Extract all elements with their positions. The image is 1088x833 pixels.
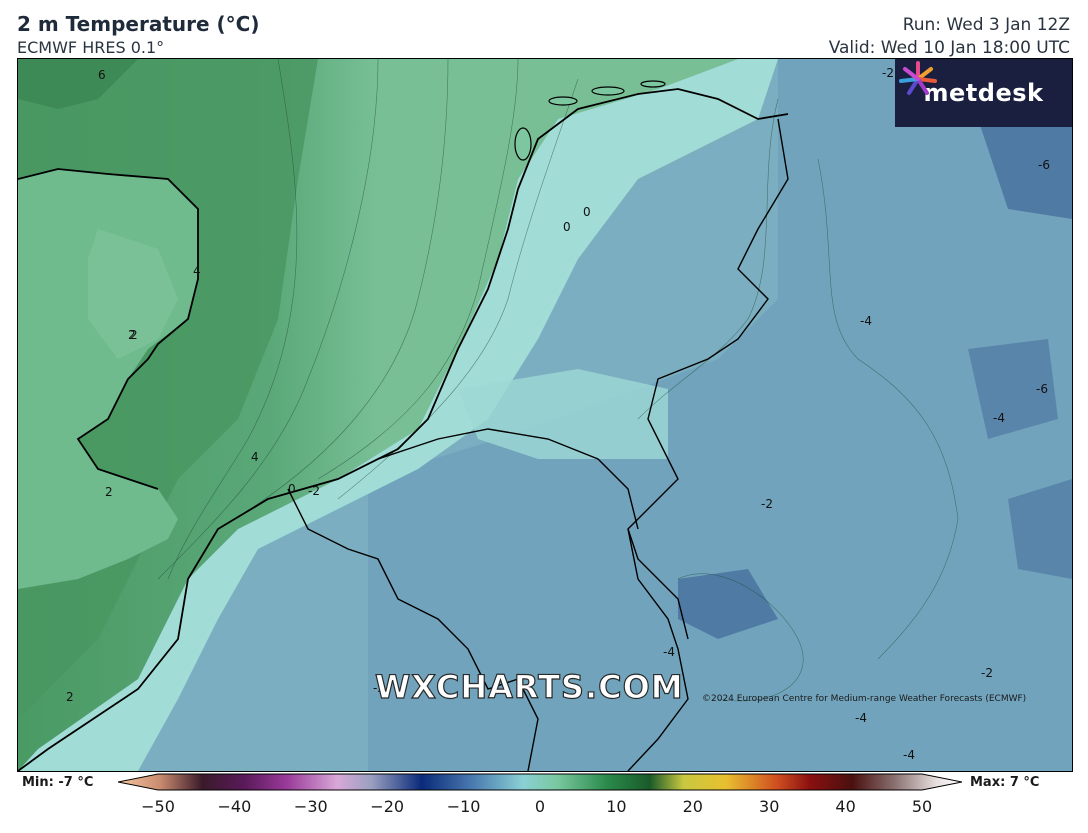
contour-label: -2 <box>308 484 320 498</box>
contour-label: 4 <box>251 450 259 464</box>
contour-label: 0 <box>563 220 571 234</box>
colorbar-tick-label: 50 <box>911 797 933 816</box>
contour-label: -6 <box>1038 158 1050 172</box>
contour-label: 4 <box>193 264 201 278</box>
map-canvas: 6 4 2 2 4 2 0 -2 0 0 -4 -6 -6 -4 -2 -2 -… <box>18 59 1072 771</box>
cold-patch <box>968 339 1058 439</box>
country-borders <box>287 118 789 771</box>
england-inland <box>88 229 178 359</box>
valid-time-label: Valid: Wed 10 Jan 18:00 UTC <box>828 38 1070 58</box>
model-label: ECMWF HRES 0.1° <box>17 38 165 57</box>
coastal-band <box>18 59 778 771</box>
colorbar-tick-label: −20 <box>370 797 405 816</box>
frisian-islands <box>514 80 666 161</box>
warmest-sea <box>18 59 138 109</box>
ecmwf-copyright: ©2024 European Centre for Medium-range W… <box>702 694 1027 704</box>
contour-label: 2 <box>128 328 136 342</box>
colorbar-tick-label: 30 <box>759 797 780 816</box>
cold-patch <box>978 99 1072 219</box>
contour-label: -4 <box>855 711 867 725</box>
cold-zone <box>368 59 1072 771</box>
colorbar-tick-label: −30 <box>293 797 328 816</box>
contour-label: -4 <box>663 645 675 659</box>
cold-patch <box>1008 479 1072 579</box>
cold-patch <box>678 569 778 639</box>
metdesk-logo-icon <box>899 61 937 95</box>
colorbar-tick-label: 40 <box>835 797 856 816</box>
colorbar-min-label: Min: -7 °C <box>22 775 94 790</box>
colorbar-tick-label: −50 <box>141 797 175 816</box>
run-label: Run: Wed 3 Jan 12Z <box>902 15 1070 35</box>
colorbar-max-label: Max: 7 °C <box>970 775 1040 790</box>
contour-label: 6 <box>98 68 106 82</box>
contour-label: -2 <box>373 681 385 695</box>
temperature-map[interactable]: 6 4 2 2 4 2 0 -2 0 0 -4 -6 -6 -4 -2 -2 -… <box>17 58 1073 772</box>
contour-label: 2 <box>130 328 138 342</box>
colorbar-tick-label: 10 <box>606 797 627 816</box>
metdesk-logo-text: metdesk <box>923 79 1044 107</box>
contour-label: -2 <box>981 666 993 680</box>
map-header-title: 2 m Temperature (°C) <box>17 12 260 36</box>
wxcharts-watermark: WXCHARTS.COM <box>374 667 684 706</box>
metdesk-logo: metdesk <box>895 59 1072 127</box>
colorbar-tick-label: −40 <box>217 797 252 816</box>
coastlines <box>18 88 789 771</box>
contour-labels: 6 4 2 2 4 2 0 -2 0 0 -4 -6 -6 -4 -2 -2 -… <box>66 66 1050 762</box>
contour-label: 0 <box>288 482 296 496</box>
contour-label: 2 <box>66 690 74 704</box>
colorbar-tick-label: −10 <box>446 797 481 816</box>
colorbar-tick-label: 20 <box>682 797 703 816</box>
contour-label: -4 <box>903 748 915 762</box>
contour-label: -2 <box>761 497 773 511</box>
contour-label: -4 <box>993 411 1005 425</box>
contour-label: 2 <box>105 485 113 499</box>
temperature-colorbar <box>118 773 962 791</box>
colorbar-tick-label: 0 <box>534 797 546 816</box>
contour-label: 0 <box>583 205 591 219</box>
lowland-band <box>458 369 668 459</box>
contour-label: -6 <box>1036 382 1048 396</box>
contour-label: -2 <box>882 66 894 80</box>
contour-label: -4 <box>860 314 872 328</box>
